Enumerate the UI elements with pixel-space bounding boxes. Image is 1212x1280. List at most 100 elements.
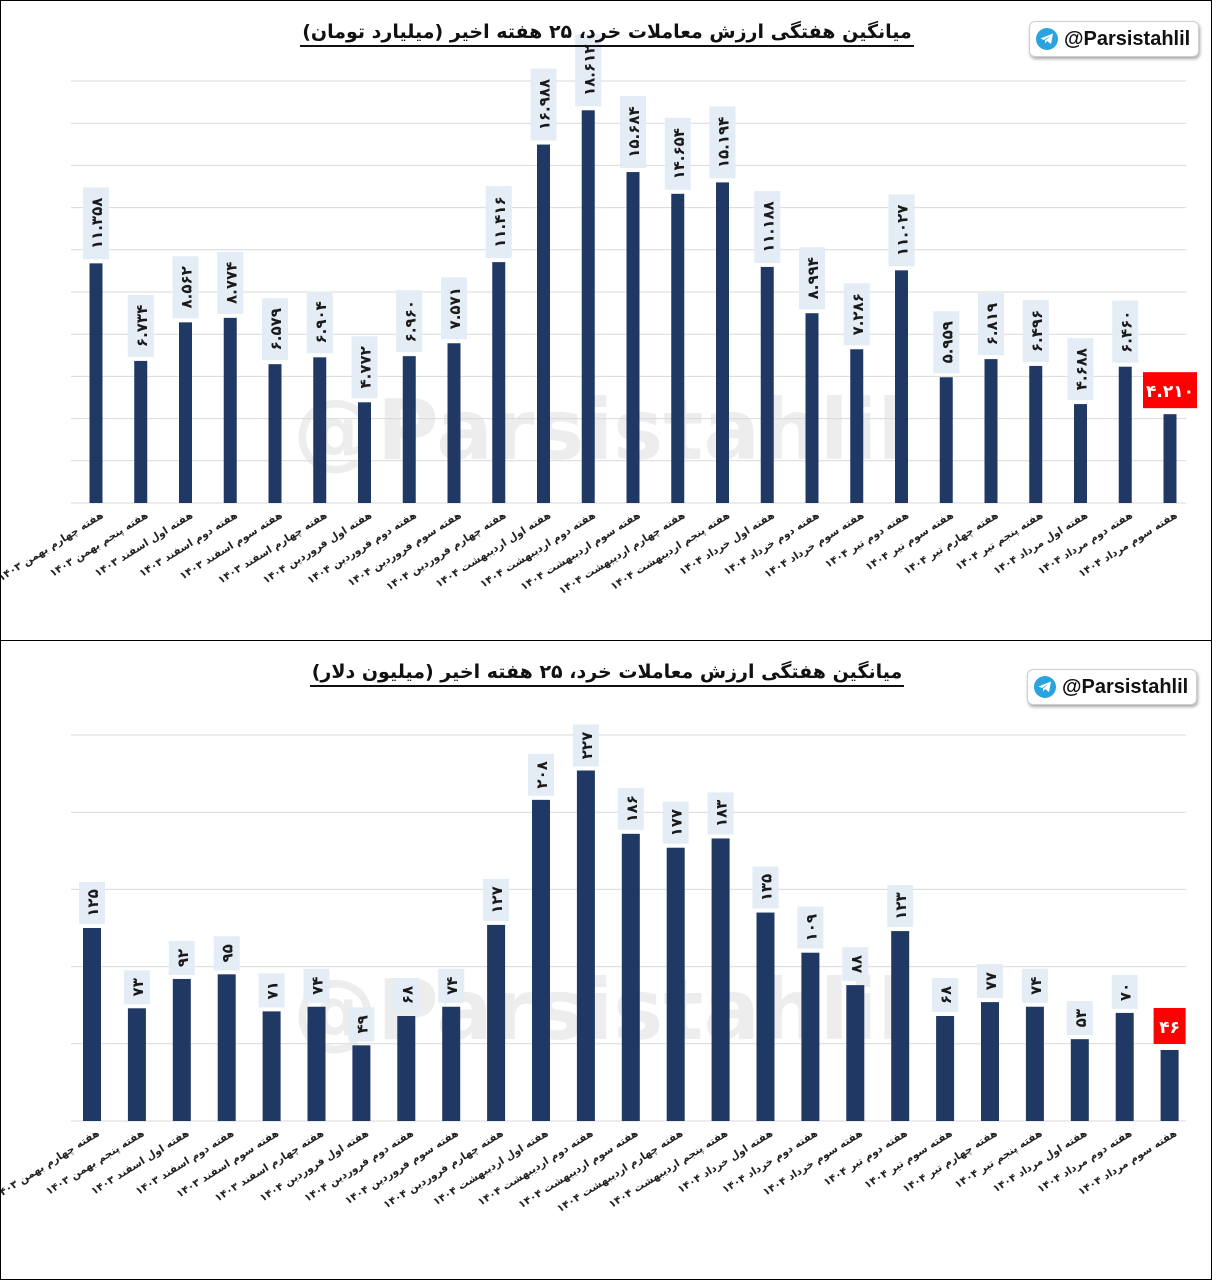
data-label: ۷۴ xyxy=(309,977,327,995)
data-label-box xyxy=(664,117,691,190)
data-label-box xyxy=(213,936,240,971)
data-label: ۱۱.۴۱۶ xyxy=(491,196,509,247)
data-label-group: ۶.۹۶۰ xyxy=(396,290,423,353)
bar xyxy=(895,270,908,503)
data-label-box xyxy=(258,973,285,1008)
data-label: ۱۴.۶۵۴ xyxy=(670,128,688,179)
data-label: ۴۶ xyxy=(1159,1018,1180,1038)
data-label: ۵۳ xyxy=(1072,1009,1090,1027)
data-label-box xyxy=(843,283,870,346)
bar xyxy=(268,364,282,503)
chart-title: میانگین هفتگی ارزش معاملات خرد، ۲۵ هفته … xyxy=(1,21,1212,47)
data-label-box xyxy=(709,106,736,179)
data-label-box xyxy=(575,34,602,107)
bar xyxy=(397,1016,416,1121)
data-label-group: ۶.۴۹۶ xyxy=(1022,299,1049,362)
data-label-box xyxy=(123,970,150,1005)
bar xyxy=(134,360,148,503)
bar xyxy=(1115,1012,1134,1121)
data-label: ۹۵ xyxy=(219,944,237,962)
data-label-box xyxy=(754,190,781,263)
channel-badge[interactable]: @Parsistahlil xyxy=(1029,21,1200,57)
data-label: ۱۶.۹۸۸ xyxy=(536,79,554,130)
data-label-group: ۱۱.۱۸۸ xyxy=(754,190,781,263)
data-label-group: ۱۷۷ xyxy=(662,801,689,844)
data-label-group: ۵.۹۵۹ xyxy=(933,311,960,374)
data-label-group: ۷۰ xyxy=(1111,974,1138,1009)
data-label-group: ۱۲۷ xyxy=(483,878,510,921)
data-label-box xyxy=(977,964,1003,999)
data-label-group: ۱۲۳ xyxy=(887,885,914,928)
data-label-box xyxy=(127,294,154,357)
data-label-group: ۷.۵۷۱ xyxy=(441,277,467,340)
data-label-group: ۶.۸۱۹ xyxy=(978,293,1004,356)
data-label-box xyxy=(1021,968,1048,1003)
data-label-group: ۱۳۵ xyxy=(752,866,779,909)
data-label-box xyxy=(620,96,646,169)
data-label: ۶۸ xyxy=(937,986,955,1004)
data-label: ۷۱ xyxy=(264,981,282,999)
data-label: ۶.۷۳۴ xyxy=(133,305,151,347)
data-label-box xyxy=(217,251,244,314)
bar xyxy=(626,172,640,503)
bar xyxy=(1070,1039,1089,1121)
data-label-group: ۱۸۳ xyxy=(707,792,734,835)
data-label-box xyxy=(842,947,869,982)
data-label: ۷۴ xyxy=(443,977,461,995)
data-label: ۱۱.۳۵۸ xyxy=(88,198,106,249)
bar xyxy=(1160,1049,1179,1121)
data-label-group: ۱۵.۶۸۴ xyxy=(620,96,646,169)
data-label-group: ۱۶.۹۸۸ xyxy=(530,68,557,141)
data-label: ۱۸۳ xyxy=(713,800,731,827)
data-label-box xyxy=(752,866,779,909)
data-label-group: ۶.۴۶۰ xyxy=(1112,300,1139,363)
bar xyxy=(89,263,103,503)
bar xyxy=(666,847,685,1121)
data-label-group: ۷۴ xyxy=(438,968,465,1003)
data-label: ۱۲۳ xyxy=(892,892,910,919)
data-label: ۶.۹۶۰ xyxy=(401,300,419,342)
data-label: ۶.۵۷۹ xyxy=(267,308,285,350)
data-label-box xyxy=(168,940,195,975)
data-label: ۴.۷۷۲ xyxy=(357,346,375,388)
bar xyxy=(307,1006,326,1121)
bar xyxy=(313,357,327,503)
bar xyxy=(891,931,910,1121)
data-label-box xyxy=(396,290,423,353)
data-label-box xyxy=(1022,299,1049,362)
data-label-group: ۸.۹۹۴ xyxy=(799,247,825,310)
data-label-box xyxy=(572,724,599,767)
data-label: ۶۸ xyxy=(398,986,416,1004)
data-label: ۸.۵۶۲ xyxy=(178,266,196,308)
channel-badge[interactable]: @Parsistahlil xyxy=(1027,669,1198,705)
bar xyxy=(716,182,729,503)
data-label-box xyxy=(262,298,288,361)
channel-handle: @Parsistahlil xyxy=(1062,675,1189,698)
bar xyxy=(581,110,595,503)
bar xyxy=(217,974,236,1121)
data-label: ۴۹ xyxy=(353,1015,371,1033)
data-label-highlight: ۴۶ xyxy=(1153,1007,1186,1044)
data-label-group: ۷۴ xyxy=(303,968,330,1003)
data-label-group: ۲۰۸ xyxy=(528,753,554,796)
data-label-group: ۸.۵۶۲ xyxy=(172,256,199,319)
data-label: ۷۰ xyxy=(1117,983,1135,1001)
data-label-box xyxy=(172,256,199,319)
data-label-box xyxy=(83,187,109,260)
bar xyxy=(172,978,191,1121)
data-label-group: ۱۸.۶۱۲ xyxy=(575,34,602,107)
data-label-box xyxy=(393,978,420,1013)
data-label-box xyxy=(530,68,557,141)
data-label-box xyxy=(79,882,105,924)
chart-title-text: میانگین هفتگی ارزش معاملات خرد، ۲۵ هفته … xyxy=(309,661,905,687)
data-label: ۶.۸۱۹ xyxy=(983,303,1001,345)
data-label: ۸.۷۷۴ xyxy=(222,262,240,304)
data-label-group: ۶.۷۳۴ xyxy=(127,294,154,357)
data-label-group: ۱۱.۰۲۷ xyxy=(888,194,915,267)
bar xyxy=(1025,1006,1044,1121)
data-label: ۱۰۹ xyxy=(802,914,820,941)
data-label: ۲۰۸ xyxy=(533,761,551,788)
bar xyxy=(1118,366,1132,503)
data-label-group: ۹۵ xyxy=(213,936,240,971)
data-label-box xyxy=(1111,974,1138,1009)
